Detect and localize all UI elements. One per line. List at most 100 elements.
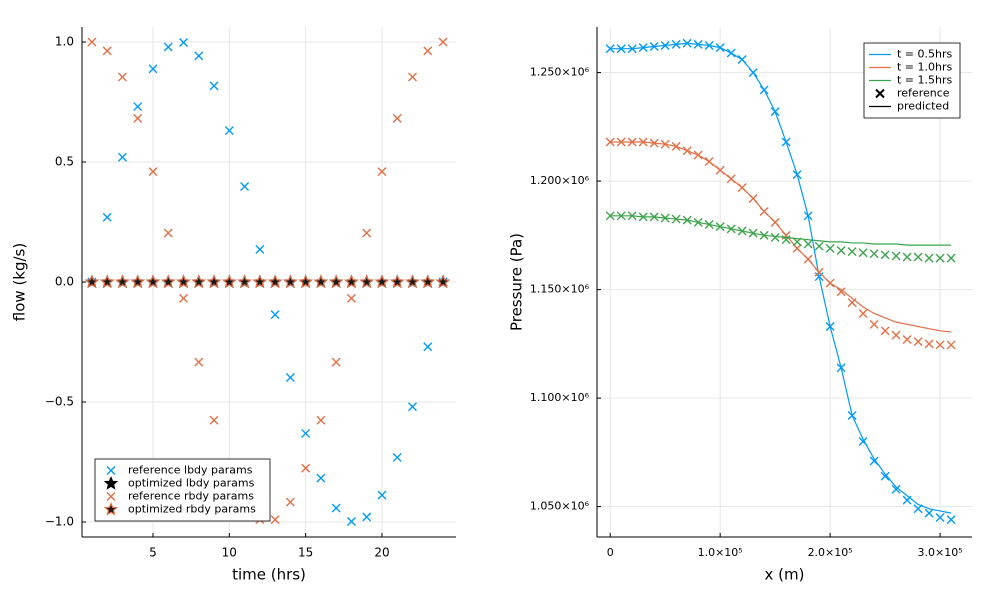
x-marker <box>649 138 659 148</box>
x-marker <box>693 150 703 160</box>
x-marker <box>924 508 934 518</box>
x-marker <box>814 272 824 282</box>
x-marker <box>605 211 615 221</box>
x-marker <box>748 68 758 78</box>
x-marker <box>715 165 725 175</box>
star-marker <box>176 274 191 289</box>
x-marker <box>682 38 692 48</box>
x-marker <box>224 126 234 136</box>
x-marker <box>346 517 356 527</box>
star-marker <box>252 274 268 289</box>
star-marker <box>237 274 252 289</box>
x-marker <box>693 217 703 227</box>
x-marker <box>270 515 280 525</box>
x-marker <box>407 402 417 412</box>
star-marker <box>374 274 390 289</box>
legend-label: t = 0.5hrs <box>897 48 953 61</box>
x-marker <box>179 37 189 47</box>
x-marker <box>803 239 813 249</box>
x-tick-label: 2.0×10⁵ <box>808 546 853 559</box>
star-marker <box>145 274 161 289</box>
x-marker <box>781 235 791 245</box>
x-marker <box>627 211 637 221</box>
x-marker <box>825 278 835 288</box>
legend-star <box>103 501 119 516</box>
legend-label: reference <box>897 87 950 100</box>
legend-label: reference lbdy params <box>128 464 253 477</box>
x-marker <box>704 157 714 167</box>
x-marker <box>638 43 648 53</box>
x-marker <box>770 107 780 117</box>
x-marker <box>285 373 295 383</box>
x-marker <box>102 46 112 56</box>
legend-label: optimized rbdy params <box>128 503 256 516</box>
x-marker <box>825 243 835 253</box>
legend-label: reference rbdy params <box>128 490 254 503</box>
legend-x <box>106 492 116 501</box>
star-marker <box>283 274 298 289</box>
x-marker <box>638 137 648 147</box>
x-marker <box>891 251 901 261</box>
x-marker <box>748 193 758 203</box>
star-marker <box>99 274 115 289</box>
x-marker <box>255 244 265 254</box>
x-marker <box>759 206 769 216</box>
y-axis-label: Pressure (Pa) <box>508 233 526 331</box>
x-marker <box>836 287 846 297</box>
x-marker <box>803 211 813 221</box>
x-marker <box>682 146 692 156</box>
x-marker <box>638 212 648 222</box>
x-marker <box>869 319 879 329</box>
star-marker <box>420 274 435 289</box>
x-marker <box>102 212 112 222</box>
legend-label: t = 1.0hrs <box>897 61 953 74</box>
x-axis-label: time (hrs) <box>232 566 306 584</box>
x-marker <box>836 363 846 373</box>
x-marker <box>362 228 372 238</box>
x-marker <box>301 463 311 473</box>
x-marker <box>715 43 725 53</box>
x-marker <box>194 357 204 367</box>
x-marker <box>660 139 670 149</box>
predicted-line <box>610 215 952 246</box>
x-marker <box>605 44 615 54</box>
x-marker <box>737 55 747 65</box>
x-marker <box>423 342 433 352</box>
x-marker <box>301 428 311 438</box>
x-marker <box>194 51 204 61</box>
x-tick-label: 0 <box>607 546 614 559</box>
x-marker <box>715 222 725 232</box>
x-marker <box>671 39 681 49</box>
x-marker <box>377 490 387 500</box>
x-marker <box>423 46 433 56</box>
y-tick-label: 1.0 <box>55 35 74 49</box>
x-marker <box>902 495 912 505</box>
x-marker <box>649 42 659 52</box>
x-marker <box>891 484 901 494</box>
x-marker <box>792 237 802 247</box>
x-marker <box>924 253 934 263</box>
x-marker <box>660 40 670 50</box>
x-axis-label: x (m) <box>765 566 805 584</box>
x-marker <box>880 326 890 336</box>
star-marker <box>84 274 100 289</box>
x-marker <box>825 321 835 331</box>
x-marker <box>935 512 945 522</box>
star-marker <box>267 274 283 289</box>
x-marker <box>946 340 956 350</box>
x-marker <box>179 293 189 303</box>
x-marker <box>792 170 802 180</box>
predicted-line <box>610 42 952 514</box>
y-tick-label: 1.100×10⁶ <box>530 391 590 404</box>
y-tick-label: 1.200×10⁶ <box>530 174 590 187</box>
x-marker <box>163 42 173 52</box>
x-marker <box>163 228 173 238</box>
x-marker <box>946 253 956 263</box>
x-marker <box>770 217 780 227</box>
x-marker <box>438 37 448 47</box>
star-marker <box>130 274 145 289</box>
y-tick-label: 1.150×10⁶ <box>530 283 590 296</box>
x-marker <box>737 226 747 236</box>
x-marker <box>759 85 769 95</box>
x-marker <box>117 72 127 82</box>
